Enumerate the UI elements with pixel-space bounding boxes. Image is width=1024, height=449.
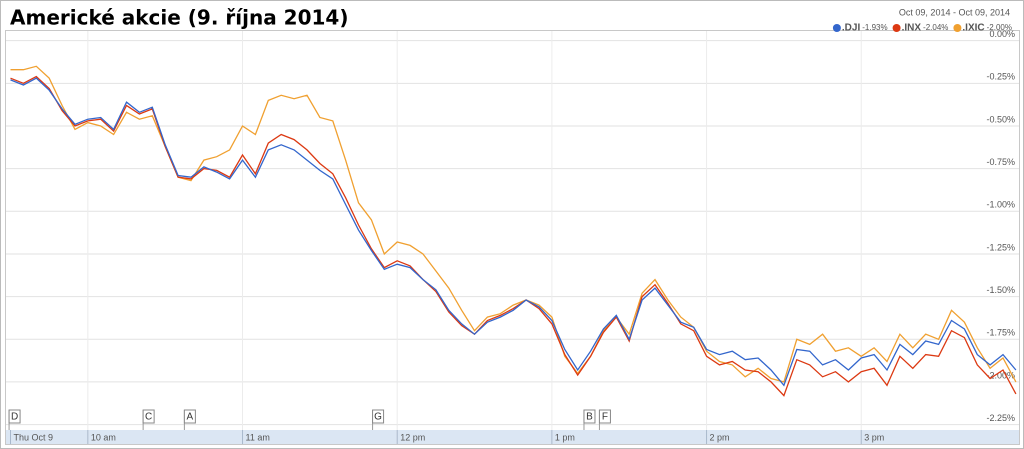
event-flag xyxy=(372,409,385,424)
legend-change: -1.93% xyxy=(862,23,887,32)
legend-name: .DJI xyxy=(842,23,861,34)
y-tick-label: -1.00% xyxy=(986,200,1015,210)
x-axis-band xyxy=(6,430,1019,444)
legend-change: -2.04% xyxy=(923,23,948,32)
event-flag xyxy=(598,409,611,424)
legend-change: -2.00% xyxy=(987,23,1012,32)
event-label: B xyxy=(586,412,593,423)
event-flag xyxy=(8,409,21,424)
event-label: G xyxy=(374,412,382,423)
event-flag xyxy=(183,409,196,424)
y-tick-label: -1.50% xyxy=(986,285,1015,295)
y-tick-label: -2.25% xyxy=(986,413,1015,423)
x-tick-label: 1 pm xyxy=(555,432,575,442)
x-tick-label: Thu Oct 9 xyxy=(14,432,54,442)
y-tick-label: -1.25% xyxy=(986,242,1015,252)
event-flag xyxy=(142,409,155,424)
event-label: F xyxy=(602,412,608,423)
x-tick-label: 3 pm xyxy=(864,432,884,442)
legend-swatch xyxy=(832,24,841,32)
x-tick-label: 2 pm xyxy=(710,432,730,442)
date-range: Oct 09, 2014 - Oct 09, 2014 xyxy=(899,7,1010,17)
y-tick-label: -0.75% xyxy=(986,157,1015,167)
line-series xyxy=(10,77,1017,387)
legend-swatch xyxy=(892,24,901,32)
y-tick-label: -1.75% xyxy=(986,328,1015,338)
y-tick-label: -0.50% xyxy=(986,114,1015,124)
legend-name: .INX xyxy=(902,23,922,34)
event-label: A xyxy=(187,412,194,423)
line-series xyxy=(10,75,1017,397)
y-tick-label: 0.00% xyxy=(989,29,1015,39)
x-tick-label: 12 pm xyxy=(400,432,425,442)
legend-name: .IXIC xyxy=(962,23,984,34)
event-label: D xyxy=(11,412,18,423)
plot-frame xyxy=(5,30,1020,445)
y-tick-label: -2.00% xyxy=(986,370,1015,380)
x-tick-label: 10 am xyxy=(91,432,116,442)
event-flag xyxy=(583,409,596,424)
legend-swatch xyxy=(953,24,962,32)
legend: -2.00%.IXIC -2.04%.INX -1.93%.DJI xyxy=(832,23,1012,34)
x-tick-label: 11 am xyxy=(246,432,270,442)
chart-title: Americké akcie (9. října 2014) xyxy=(10,6,348,30)
y-tick-label: -0.25% xyxy=(986,72,1015,82)
event-label: C xyxy=(145,412,152,423)
